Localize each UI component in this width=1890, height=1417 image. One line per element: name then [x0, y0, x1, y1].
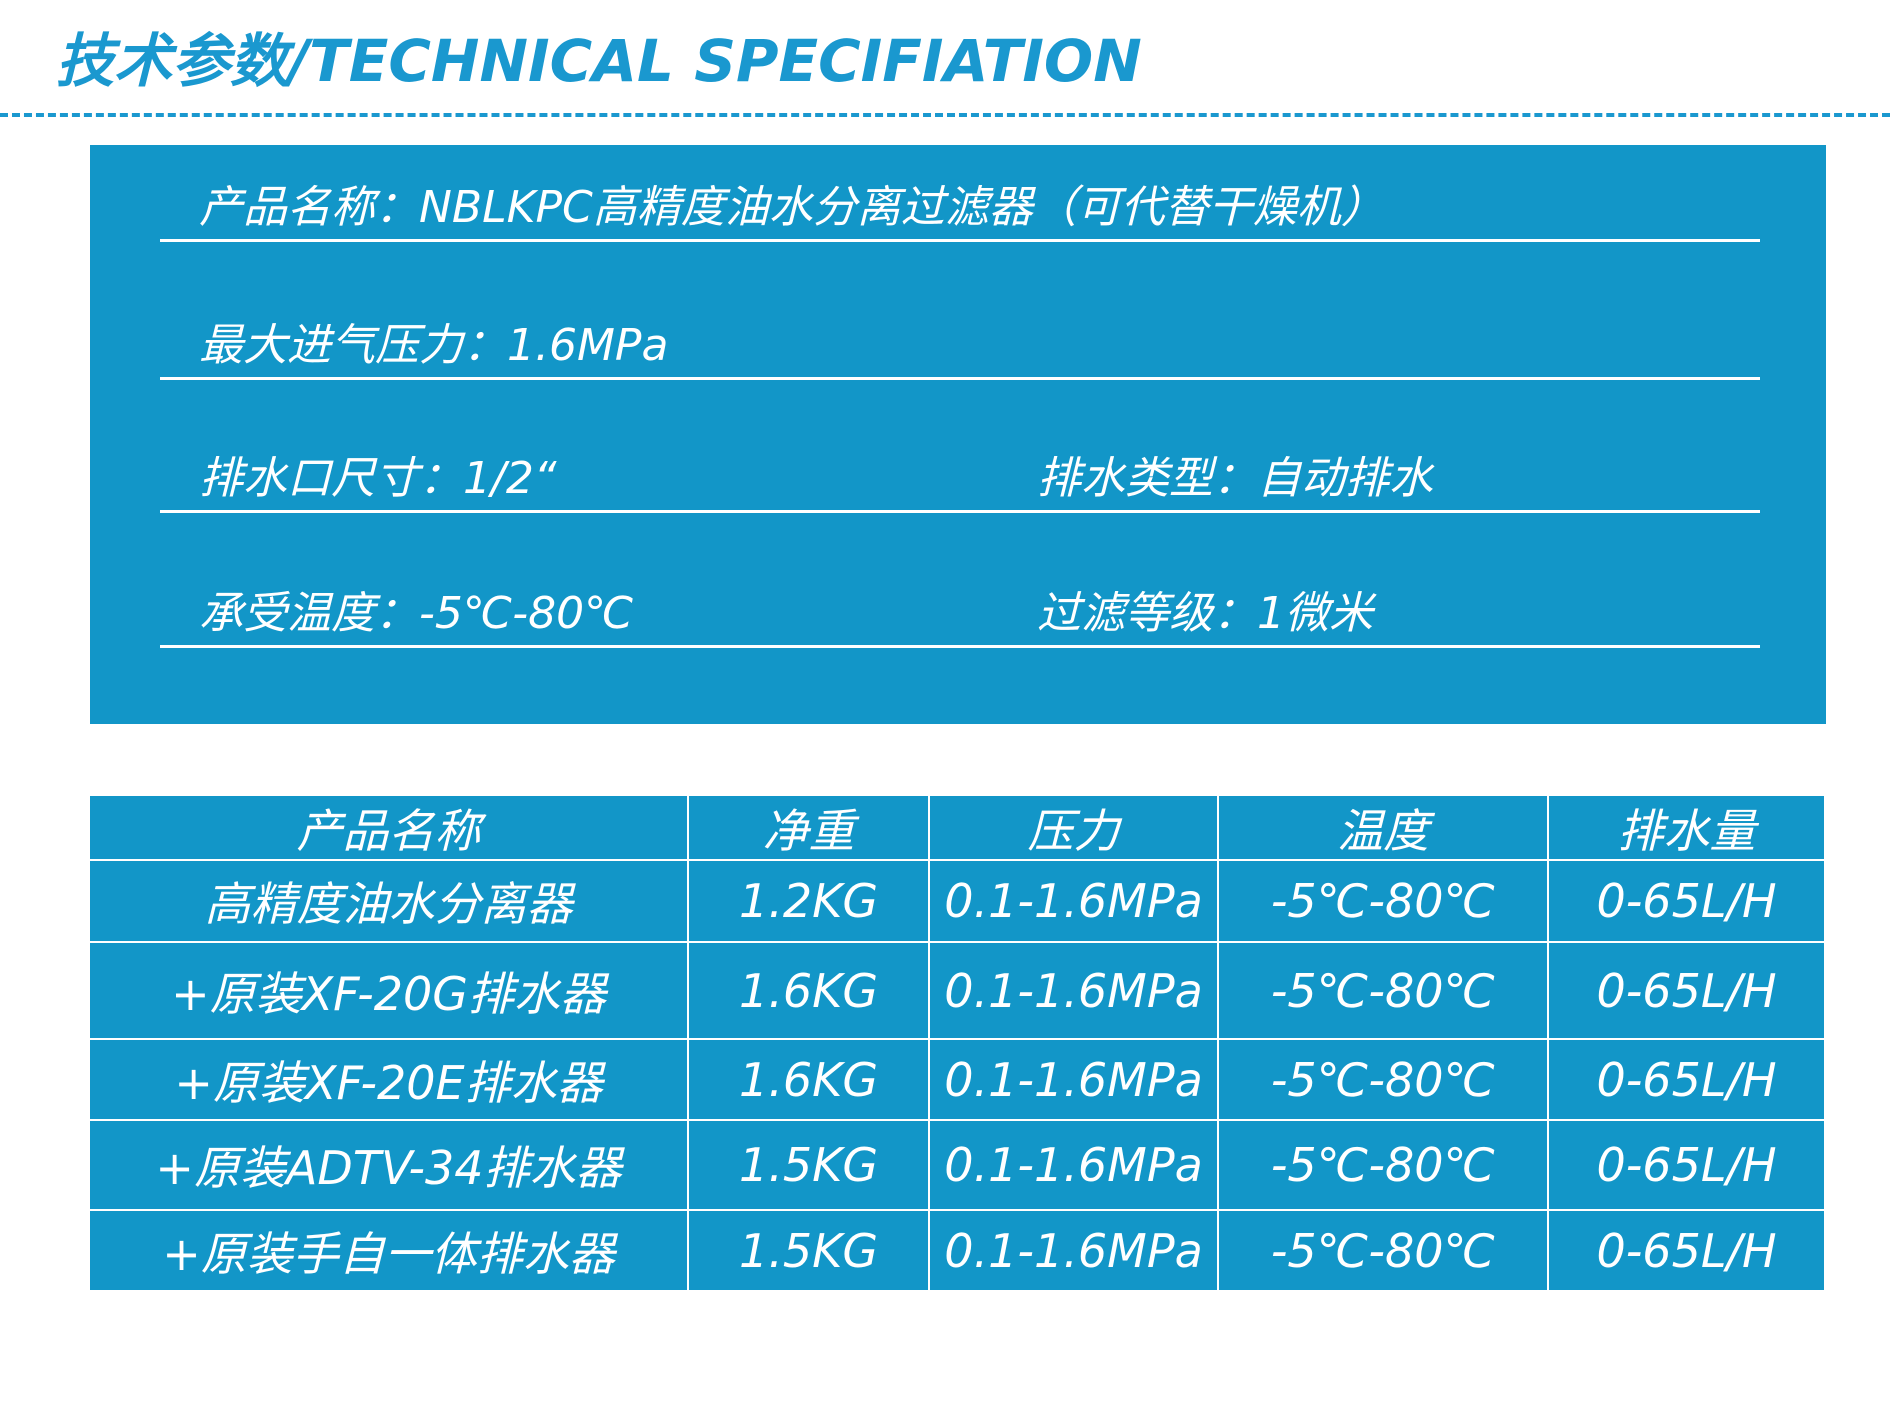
- table-cell: -5℃-80℃: [1219, 861, 1547, 941]
- table-cell: 0.1-1.6MPa: [930, 943, 1217, 1038]
- table-cell: 0-65L/H: [1549, 1121, 1824, 1209]
- table-header-cell: 产品名称: [90, 796, 687, 859]
- table-header-cell: 温度: [1219, 796, 1547, 859]
- table-header-cell: 排水量: [1549, 796, 1824, 859]
- table-cell: 1.5KG: [689, 1121, 928, 1209]
- table-cell: 1.2KG: [689, 861, 928, 941]
- table-cell: -5℃-80℃: [1219, 1121, 1547, 1209]
- table-cell: 0-65L/H: [1549, 1040, 1824, 1119]
- table-cell: 高精度油水分离器: [90, 861, 687, 941]
- table-cell: 1.6KG: [689, 943, 928, 1038]
- table-cell: 1.5KG: [689, 1211, 928, 1290]
- divider: [0, 113, 1890, 117]
- table-cell: 0.1-1.6MPa: [930, 1040, 1217, 1119]
- table-cell: -5℃-80℃: [1219, 943, 1547, 1038]
- spec-text: 承受温度：-5℃-80℃: [199, 588, 634, 639]
- spec-rule: [160, 239, 1760, 242]
- page-title: 技术参数/TECHNICAL SPECIFIATION: [56, 27, 1142, 95]
- spec-text: 排水口尺寸：1/2“: [199, 453, 557, 504]
- table-cell: 0-65L/H: [1549, 943, 1824, 1038]
- table-cell: +原装XF-20G排水器: [90, 943, 687, 1038]
- table-cell: 1.6KG: [689, 1040, 928, 1119]
- table-cell: 0.1-1.6MPa: [930, 1211, 1217, 1290]
- table-cell: 0-65L/H: [1549, 1211, 1824, 1290]
- table-cell: -5℃-80℃: [1219, 1040, 1547, 1119]
- spec-rule: [160, 377, 1760, 380]
- table-cell: 0.1-1.6MPa: [930, 1121, 1217, 1209]
- spec-text: 产品名称：NBLKPC高精度油水分离过滤器（可代替干燥机）: [199, 182, 1385, 233]
- spec-text: 排水类型：自动排水: [1037, 453, 1433, 504]
- table-cell: +原装ADTV-34排水器: [90, 1121, 687, 1209]
- table-cell: +原装XF-20E排水器: [90, 1040, 687, 1119]
- table-header-cell: 净重: [689, 796, 928, 859]
- spec-rule: [160, 645, 1760, 648]
- table-cell: -5℃-80℃: [1219, 1211, 1547, 1290]
- table-cell: 0.1-1.6MPa: [930, 861, 1217, 941]
- table-header-cell: 压力: [930, 796, 1217, 859]
- table-cell: 0-65L/H: [1549, 861, 1824, 941]
- table-cell: +原装手自一体排水器: [90, 1211, 687, 1290]
- spec-rule: [160, 510, 1760, 513]
- spec-text: 过滤等级：1微米: [1037, 588, 1373, 639]
- spec-text: 最大进气压力：1.6MPa: [199, 320, 669, 371]
